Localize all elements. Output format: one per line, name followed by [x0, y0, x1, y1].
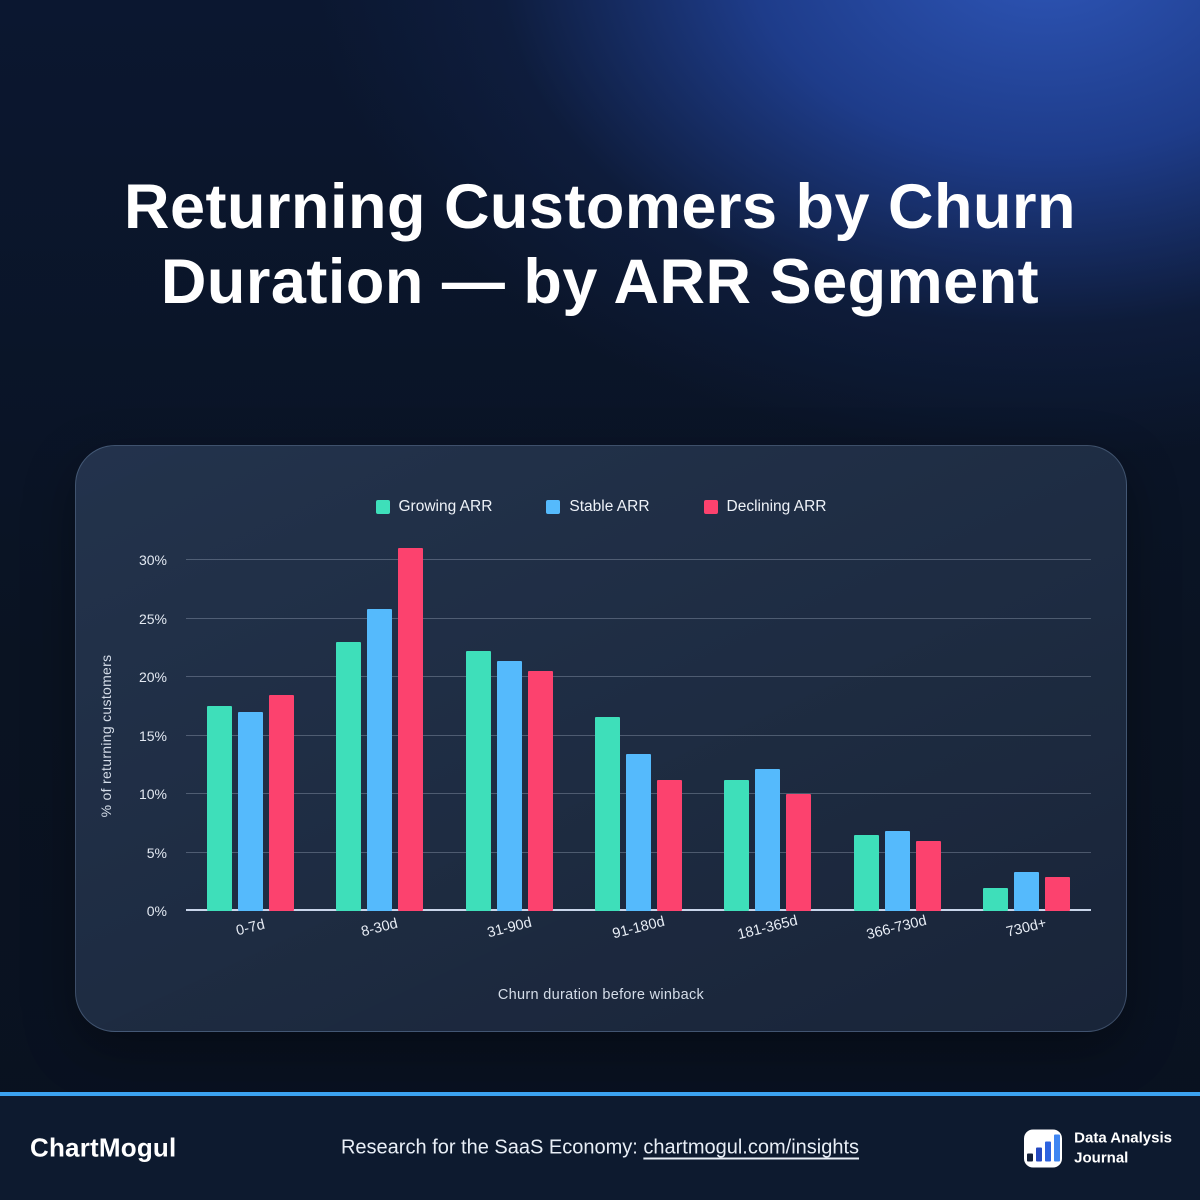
bar-chart-icon-bar	[1026, 1153, 1033, 1161]
y-tick-label: 5%	[146, 844, 167, 861]
y-tick-label: 20%	[138, 669, 167, 685]
bar-stable-arr	[884, 831, 910, 911]
bar-stable-arr	[238, 712, 264, 911]
y-tick-label: 0%	[146, 903, 167, 919]
x-tick-label: 366-730d	[865, 912, 929, 944]
x-tick-cell: 8-30d	[315, 916, 444, 940]
bar-stable-arr	[367, 609, 393, 911]
x-tick-label: 730d+	[1004, 915, 1049, 941]
x-tick-label: 181-365d	[736, 912, 800, 944]
chart-card: Growing ARR Stable ARR Declining ARR 0% 5% 1…	[75, 445, 1127, 1032]
bar-groups	[186, 548, 1091, 911]
legend-swatch	[546, 500, 561, 514]
footer: ChartMogul Research for the SaaS Economy…	[0, 1096, 1200, 1200]
footer-divider	[0, 1092, 1200, 1096]
x-axis-title: Churn duration before winback	[497, 987, 705, 1003]
bar-group	[574, 560, 703, 911]
legend-label: Declining ARR	[726, 498, 827, 515]
plot-area	[186, 548, 1091, 911]
legend-swatch	[375, 500, 390, 514]
badge-text-line-2: Journal	[1074, 1149, 1129, 1166]
footer-tagline: Research for the SaaS Economy: chartmogu…	[341, 1137, 859, 1160]
bar-chart-icon-bar	[1053, 1134, 1060, 1161]
legend-label: Stable ARR	[569, 498, 650, 515]
bar-stable-arr	[625, 754, 651, 911]
bar-chart-icon-bar	[1044, 1141, 1051, 1161]
page-title-line-2: Duration — by ARR Segment	[160, 247, 1040, 317]
bar-growing-arr	[465, 651, 491, 911]
bar-group	[832, 560, 961, 911]
bar-growing-arr	[724, 779, 750, 911]
gridline	[186, 617, 1091, 619]
bar-group	[186, 560, 315, 911]
y-tick-label: 15%	[138, 727, 167, 744]
page-title: Returning Customers by Churn Duration — …	[0, 170, 1200, 320]
insights-link[interactable]: chartmogul.com/insights	[643, 1136, 860, 1159]
chart-legend: Growing ARR Stable ARR Declining ARR	[76, 498, 1126, 516]
y-axis-title: % of returning customers	[98, 654, 114, 818]
x-tick-cell: 0-7d	[186, 917, 315, 940]
gridline	[186, 734, 1091, 736]
bar-chart-icon	[1024, 1129, 1063, 1167]
bar-group	[315, 548, 444, 911]
x-tick-cell: 366-730d	[832, 913, 961, 943]
bar-declining-arr	[398, 548, 424, 911]
legend-item: Stable ARR	[546, 498, 650, 516]
bar-group	[703, 560, 832, 911]
bar-chart-icon-bar	[1035, 1147, 1042, 1161]
legend-item: Declining ARR	[703, 498, 827, 516]
bar-group	[445, 560, 574, 911]
bar-growing-arr	[336, 641, 362, 911]
bar-declining-arr	[269, 694, 295, 911]
x-tick-label: 0-7d	[234, 916, 267, 940]
badge-text: Data Analysis Journal	[1074, 1129, 1172, 1168]
y-tick-label: 10%	[138, 786, 167, 802]
x-tick-cell: 91-180d	[574, 914, 703, 942]
x-tick-label: 91-180d	[610, 913, 667, 943]
y-axis-labels: 0% 5% 10% 15% 20% 25% 30%	[76, 552, 177, 919]
x-axis-labels: 0-7d 8-30d 31-90d 91-180d 181-365d 366-730d 73…	[186, 913, 1091, 943]
bar-growing-arr	[853, 834, 879, 911]
bar-declining-arr	[915, 840, 941, 911]
bar-declining-arr	[786, 794, 812, 911]
bar-growing-arr	[207, 706, 233, 911]
legend-item: Growing ARR	[375, 498, 493, 516]
x-tick-cell: 181-365d	[703, 913, 832, 943]
bar-stable-arr	[496, 660, 522, 911]
bar-stable-arr	[755, 769, 781, 911]
chartmogul-logo: ChartMogul	[30, 1132, 177, 1163]
bar-declining-arr	[527, 671, 553, 911]
tagline-text: Research for the SaaS Economy:	[340, 1136, 644, 1159]
bar-growing-arr	[594, 716, 620, 911]
badge-text-line-1: Data Analysis	[1074, 1129, 1172, 1147]
x-tick-label: 31-90d	[485, 914, 534, 942]
gridline	[186, 559, 1091, 560]
gridline	[186, 676, 1091, 677]
x-tick-cell: 31-90d	[445, 915, 574, 941]
bar-declining-arr	[1044, 877, 1070, 911]
legend-swatch	[703, 500, 718, 514]
page-title-line-1: Returning Customers by Churn	[123, 172, 1077, 242]
data-analysis-journal-badge: Data Analysis Journal	[1024, 1129, 1172, 1168]
x-tick-cell: 730d+	[962, 915, 1091, 940]
bar-growing-arr	[982, 887, 1008, 911]
x-tick-label: 8-30d	[359, 915, 400, 941]
bar-group	[962, 560, 1091, 911]
legend-label: Growing ARR	[398, 498, 493, 515]
y-tick-label: 25%	[138, 610, 167, 627]
y-tick-label: 30%	[138, 552, 167, 568]
bar-stable-arr	[1013, 872, 1039, 911]
bar-declining-arr	[656, 779, 682, 911]
